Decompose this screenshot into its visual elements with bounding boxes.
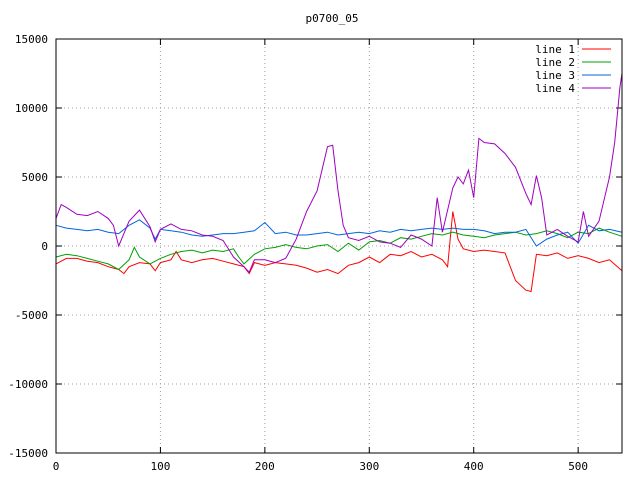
- legend-label-4: line 4: [535, 82, 575, 95]
- x-tick-label: 500: [568, 460, 588, 473]
- series-line-1: [55, 211, 623, 293]
- legend-label-3: line 3: [535, 69, 575, 82]
- y-tick-label: -5000: [15, 309, 48, 322]
- series-line-4: [55, 73, 623, 274]
- x-tick-label: 300: [359, 460, 379, 473]
- legend-label-1: line 1: [535, 43, 575, 56]
- plot-frame: [55, 38, 623, 454]
- series-line-2: [55, 227, 623, 271]
- y-tick-label: -10000: [8, 378, 48, 391]
- y-tick-label: 10000: [15, 102, 48, 115]
- x-tick-label: 200: [255, 460, 275, 473]
- x-tick-label: 400: [464, 460, 484, 473]
- y-tick-label: -15000: [8, 447, 48, 460]
- y-tick-label: 5000: [22, 171, 49, 184]
- y-tick-label: 0: [41, 240, 48, 253]
- x-tick-label: 0: [53, 460, 60, 473]
- data-series: [55, 73, 623, 293]
- chart-title: p0700_05: [306, 12, 359, 25]
- y-tick-label: 15000: [15, 33, 48, 46]
- legend-label-2: line 2: [535, 56, 575, 69]
- gridlines: [56, 39, 622, 453]
- x-tick-label: 100: [150, 460, 170, 473]
- axis-ticks: 0 100 200 300 400 500 -15000 -10000 -5000 0 5000 10…: [8, 33, 622, 473]
